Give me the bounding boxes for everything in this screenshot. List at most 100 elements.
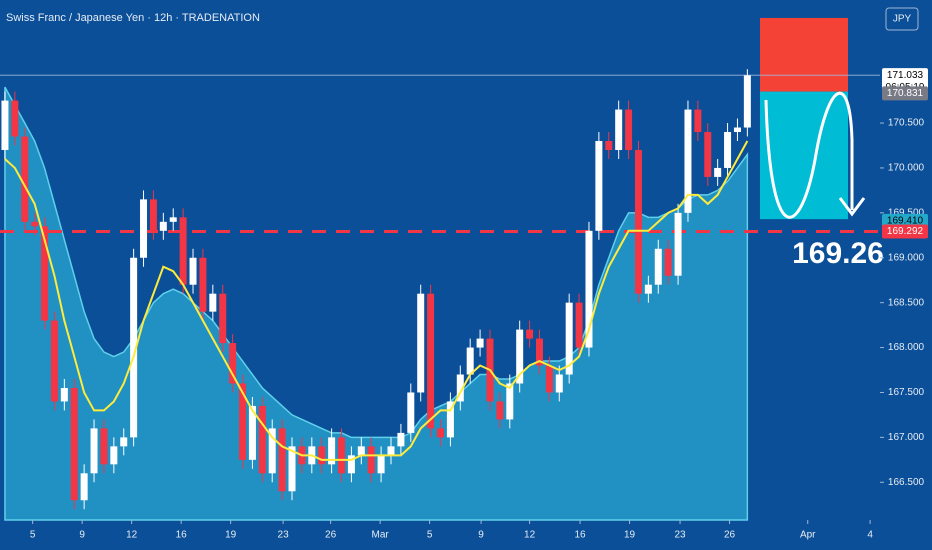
- y-tick-label: 168.500: [888, 297, 925, 308]
- candle-body: [387, 446, 395, 456]
- candle-body: [1, 100, 9, 150]
- candle-body: [634, 149, 642, 294]
- x-tick-label: Mar: [371, 530, 389, 541]
- candle-body: [585, 230, 593, 348]
- candle-body: [704, 132, 712, 177]
- candle-body: [21, 136, 29, 222]
- candle-body: [605, 141, 613, 150]
- candle-body: [654, 248, 662, 285]
- x-tick-label: 12: [524, 530, 536, 541]
- candle-body: [278, 428, 286, 492]
- candle-body: [140, 199, 148, 258]
- y-tick-label: 170.500: [888, 118, 925, 129]
- currency-button-label[interactable]: JPY: [893, 14, 912, 25]
- y-tick-label: 166.500: [888, 477, 925, 488]
- candle-body: [258, 405, 266, 474]
- candle-body: [694, 109, 702, 133]
- x-tick-label: 16: [176, 530, 188, 541]
- price-label: 171.033: [887, 70, 924, 81]
- candle-body: [229, 343, 237, 384]
- candle-body: [149, 199, 157, 231]
- x-tick-label: 23: [278, 530, 290, 541]
- y-tick-label: 167.500: [888, 387, 925, 398]
- price-label-bg: [882, 224, 928, 239]
- candle-body: [41, 226, 49, 321]
- candle-body: [179, 217, 187, 285]
- candle-body: [724, 132, 732, 168]
- chart-title: Swiss Franc / Japanese Yen · 12h · TRADE…: [6, 12, 260, 24]
- x-tick-label: 4: [867, 530, 873, 541]
- x-tick-label: 9: [79, 530, 85, 541]
- candle-body: [90, 428, 98, 474]
- candle-body: [318, 446, 326, 465]
- candle-body: [357, 446, 365, 456]
- x-tick-label: 5: [427, 530, 433, 541]
- candle-body: [427, 293, 435, 429]
- candle-body: [159, 221, 167, 231]
- x-tick-label: 23: [674, 530, 686, 541]
- candle-body: [248, 405, 256, 460]
- candle-body: [239, 383, 247, 460]
- candle-body: [743, 75, 751, 128]
- price-label-bg: [882, 213, 928, 228]
- candle-body: [120, 437, 128, 447]
- candle-body: [397, 432, 405, 447]
- y-tick-label: 168.000: [888, 342, 925, 353]
- x-tick-label: 19: [225, 530, 237, 541]
- x-tick-label: 9: [478, 530, 484, 541]
- candle-body: [417, 293, 425, 393]
- candle-body: [60, 387, 68, 402]
- x-tick-label: 26: [724, 530, 736, 541]
- candle-body: [565, 302, 573, 375]
- candle-body: [506, 383, 514, 420]
- candle-body: [535, 338, 543, 366]
- candle-body: [595, 141, 603, 231]
- candle-body: [367, 446, 375, 474]
- candle-body: [674, 212, 682, 276]
- x-tick-label: 26: [325, 530, 337, 541]
- candle-body: [446, 401, 454, 438]
- candle-body: [50, 320, 58, 402]
- x-tick-label: 5: [30, 530, 36, 541]
- candle-body: [338, 437, 346, 474]
- candle-body: [130, 257, 138, 438]
- candle-body: [288, 446, 296, 492]
- plot: [0, 17, 880, 521]
- candle-body: [219, 293, 227, 344]
- price-label: 169.292: [887, 226, 924, 237]
- candle-body: [268, 428, 276, 474]
- candle-body: [11, 100, 19, 137]
- y-tick-label: 169.000: [888, 252, 925, 263]
- x-tick-label: 16: [575, 530, 587, 541]
- candle-body: [100, 428, 108, 465]
- candle-body: [476, 338, 484, 348]
- candle-body: [169, 217, 177, 222]
- x-tick-label: 12: [126, 530, 138, 541]
- candle-body: [555, 374, 563, 393]
- target-annotation: 169.26: [792, 237, 884, 270]
- candle-body: [664, 248, 672, 276]
- candle-body: [80, 473, 88, 501]
- candle-body: [456, 374, 464, 402]
- candle-body: [70, 387, 78, 501]
- price-label-bg: [882, 86, 928, 101]
- candle-body: [31, 221, 39, 227]
- currency-button[interactable]: [885, 7, 919, 31]
- x-tick-label: Apr: [800, 530, 816, 541]
- candle-body: [209, 293, 217, 312]
- candle-body: [644, 284, 652, 294]
- candle-body: [189, 257, 197, 285]
- candle-body: [526, 329, 534, 339]
- x-tick-label: 19: [624, 530, 636, 541]
- ma-line: [4, 140, 749, 461]
- candle-body: [625, 109, 633, 150]
- candle-body: [714, 167, 722, 177]
- y-tick-label: 167.000: [888, 432, 925, 443]
- curved-arrow: [764, 91, 866, 219]
- candle-body: [407, 392, 415, 433]
- candle-body: [347, 455, 355, 474]
- candle-body: [545, 365, 553, 393]
- candle-body: [199, 257, 207, 312]
